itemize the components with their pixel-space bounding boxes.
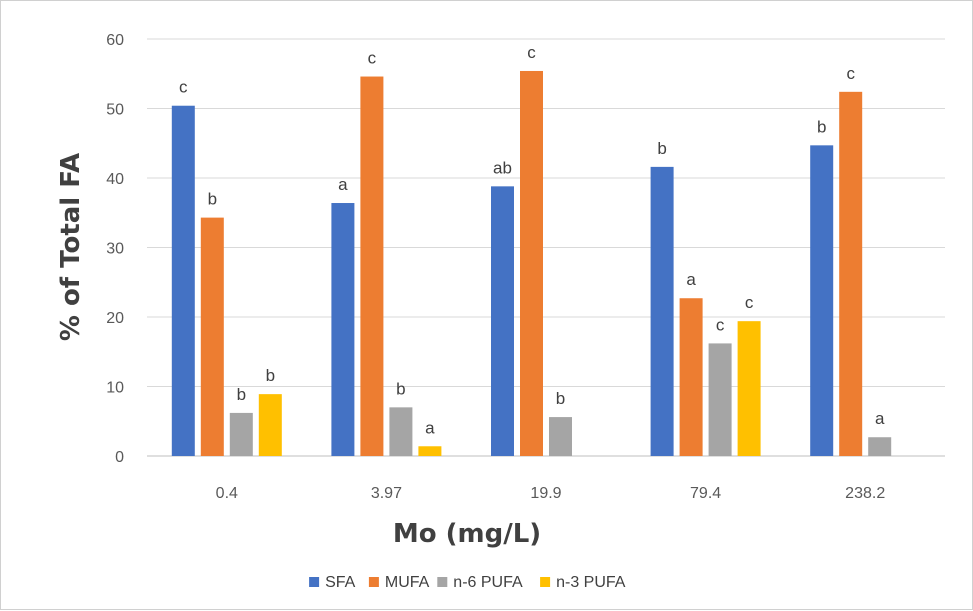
significance-label: b bbox=[817, 117, 826, 136]
x-tick-label: 19.9 bbox=[530, 485, 561, 502]
significance-label: b bbox=[396, 379, 405, 398]
legend-label: n-6 PUFA bbox=[453, 574, 523, 591]
x-tick-label: 79.4 bbox=[690, 485, 721, 502]
x-tick-labels: 0.4 3.97 19.9 79.4 238.2 bbox=[216, 485, 886, 502]
bar-sfa bbox=[331, 203, 355, 456]
bar-n-6-pufa bbox=[389, 407, 413, 456]
y-tick-label: 60 bbox=[106, 32, 124, 49]
bar-sfa bbox=[171, 105, 195, 456]
bar-n-3-pufa bbox=[737, 321, 761, 456]
significance-label: a bbox=[338, 175, 348, 194]
legend-label: n-3 PUFA bbox=[556, 574, 626, 591]
x-axis-title: Mo (mg/L) bbox=[393, 519, 541, 549]
legend: SFA MUFA n-6 PUFA n-3 PUFA bbox=[309, 574, 626, 591]
significance-label: b bbox=[266, 366, 275, 385]
y-tick-label: 30 bbox=[106, 241, 124, 258]
significance-label: b bbox=[237, 385, 246, 404]
legend-swatch bbox=[368, 577, 379, 587]
y-tick-label: 0 bbox=[115, 449, 124, 466]
bar-mufa bbox=[520, 70, 543, 456]
significance-label: a bbox=[686, 270, 696, 289]
bar-n-6-pufa bbox=[549, 417, 572, 456]
bar-mufa bbox=[360, 76, 384, 456]
bar-sfa bbox=[491, 186, 514, 456]
bar-sfa bbox=[650, 166, 674, 456]
x-tick-label: 238.2 bbox=[845, 485, 885, 502]
bar-mufa bbox=[679, 298, 703, 456]
bar-n-6-pufa bbox=[708, 343, 732, 456]
legend-label: MUFA bbox=[385, 574, 430, 591]
legend-swatch bbox=[437, 577, 448, 587]
gridlines bbox=[147, 38, 945, 457]
significance-label: c bbox=[179, 78, 188, 97]
bar-n-6-pufa bbox=[868, 437, 892, 456]
significance-label: c bbox=[368, 49, 377, 68]
bars bbox=[171, 70, 892, 456]
x-tick-label: 3.97 bbox=[371, 485, 402, 502]
legend-swatch bbox=[309, 577, 320, 587]
bar-mufa bbox=[839, 91, 863, 456]
significance-label: a bbox=[425, 418, 435, 437]
significance-label: b bbox=[208, 190, 217, 209]
significance-label: c bbox=[527, 43, 536, 62]
significance-label: c bbox=[745, 293, 754, 312]
significance-label: a bbox=[875, 409, 885, 428]
significance-label: c bbox=[846, 64, 855, 83]
legend-swatch bbox=[540, 577, 551, 587]
y-tick-label: 20 bbox=[106, 310, 124, 327]
significance-label: ab bbox=[493, 158, 512, 177]
x-tick-label: 0.4 bbox=[216, 485, 238, 502]
bar-n-3-pufa bbox=[418, 446, 442, 456]
bar-sfa bbox=[810, 145, 834, 456]
significance-label: b bbox=[657, 139, 666, 158]
y-tick-labels: 0 10 20 30 40 50 60 bbox=[106, 32, 124, 466]
bar-n-6-pufa bbox=[229, 412, 253, 456]
legend-label: SFA bbox=[325, 574, 356, 591]
significance-label: b bbox=[556, 389, 565, 408]
bar-mufa bbox=[200, 217, 224, 456]
significance-label: c bbox=[716, 315, 725, 334]
y-axis-title: % of Total FA bbox=[56, 153, 86, 341]
y-tick-label: 40 bbox=[106, 171, 124, 188]
bar-n-3-pufa bbox=[258, 394, 282, 456]
y-tick-label: 50 bbox=[106, 102, 124, 119]
y-tick-label: 10 bbox=[106, 380, 124, 397]
bar-annotations: c b b b a c b a ab c b b a c c b c a bbox=[179, 43, 885, 437]
